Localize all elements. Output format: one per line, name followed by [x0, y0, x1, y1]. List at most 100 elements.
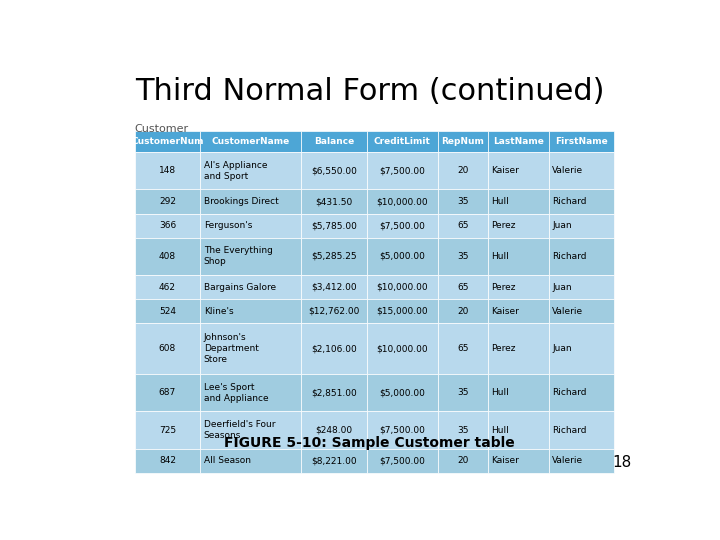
FancyBboxPatch shape	[200, 299, 301, 323]
FancyBboxPatch shape	[438, 152, 488, 190]
Text: Perez: Perez	[492, 221, 516, 230]
FancyBboxPatch shape	[438, 190, 488, 214]
Text: Al's Appliance
and Sport: Al's Appliance and Sport	[204, 161, 267, 181]
Text: 292: 292	[159, 197, 176, 206]
FancyBboxPatch shape	[367, 238, 438, 275]
Text: Richard: Richard	[552, 197, 587, 206]
Text: 35: 35	[457, 197, 469, 206]
Text: Juan: Juan	[552, 344, 572, 353]
FancyBboxPatch shape	[135, 275, 200, 299]
Text: Perez: Perez	[492, 344, 516, 353]
FancyBboxPatch shape	[200, 238, 301, 275]
FancyBboxPatch shape	[200, 275, 301, 299]
Text: Richard: Richard	[552, 252, 587, 261]
FancyBboxPatch shape	[367, 323, 438, 374]
FancyBboxPatch shape	[301, 190, 367, 214]
FancyBboxPatch shape	[135, 299, 200, 323]
Text: Kaiser: Kaiser	[492, 456, 519, 465]
Text: 148: 148	[159, 166, 176, 176]
Text: 65: 65	[457, 221, 469, 230]
Text: $15,000.00: $15,000.00	[377, 307, 428, 316]
FancyBboxPatch shape	[301, 214, 367, 238]
Text: LastName: LastName	[493, 137, 544, 146]
FancyBboxPatch shape	[438, 374, 488, 411]
Text: $5,000.00: $5,000.00	[379, 388, 426, 397]
FancyBboxPatch shape	[135, 411, 200, 449]
FancyBboxPatch shape	[549, 374, 614, 411]
FancyBboxPatch shape	[135, 323, 200, 374]
Text: $5,000.00: $5,000.00	[379, 252, 426, 261]
FancyBboxPatch shape	[367, 374, 438, 411]
FancyBboxPatch shape	[301, 374, 367, 411]
FancyBboxPatch shape	[135, 449, 200, 473]
Text: 687: 687	[159, 388, 176, 397]
FancyBboxPatch shape	[549, 411, 614, 449]
FancyBboxPatch shape	[488, 131, 549, 152]
FancyBboxPatch shape	[367, 411, 438, 449]
Text: CreditLimit: CreditLimit	[374, 137, 431, 146]
FancyBboxPatch shape	[135, 131, 200, 152]
Text: Kaiser: Kaiser	[492, 166, 519, 176]
FancyBboxPatch shape	[488, 449, 549, 473]
Text: 524: 524	[159, 307, 176, 316]
Text: 366: 366	[159, 221, 176, 230]
Text: $248.00: $248.00	[315, 426, 353, 435]
Text: Valerie: Valerie	[552, 307, 583, 316]
FancyBboxPatch shape	[549, 275, 614, 299]
Text: Hull: Hull	[492, 388, 509, 397]
FancyBboxPatch shape	[488, 374, 549, 411]
Text: $7,500.00: $7,500.00	[379, 166, 426, 176]
Text: Balance: Balance	[314, 137, 354, 146]
Text: 20: 20	[457, 307, 469, 316]
FancyBboxPatch shape	[367, 190, 438, 214]
Text: 65: 65	[457, 344, 469, 353]
Text: $10,000.00: $10,000.00	[377, 282, 428, 292]
FancyBboxPatch shape	[367, 275, 438, 299]
Text: $8,221.00: $8,221.00	[311, 456, 357, 465]
FancyBboxPatch shape	[438, 275, 488, 299]
Text: $2,106.00: $2,106.00	[311, 344, 357, 353]
FancyBboxPatch shape	[301, 131, 367, 152]
Text: Kaiser: Kaiser	[492, 307, 519, 316]
Text: 20: 20	[457, 456, 469, 465]
FancyBboxPatch shape	[200, 152, 301, 190]
Text: $7,500.00: $7,500.00	[379, 221, 426, 230]
Text: 35: 35	[457, 426, 469, 435]
FancyBboxPatch shape	[301, 323, 367, 374]
Text: Juan: Juan	[552, 221, 572, 230]
Text: 842: 842	[159, 456, 176, 465]
FancyBboxPatch shape	[549, 214, 614, 238]
Text: The Everything
Shop: The Everything Shop	[204, 246, 272, 266]
FancyBboxPatch shape	[438, 214, 488, 238]
Text: 608: 608	[159, 344, 176, 353]
FancyBboxPatch shape	[367, 214, 438, 238]
Text: Lee's Sport
and Appliance: Lee's Sport and Appliance	[204, 383, 269, 403]
Text: 35: 35	[457, 388, 469, 397]
FancyBboxPatch shape	[200, 323, 301, 374]
FancyBboxPatch shape	[135, 214, 200, 238]
FancyBboxPatch shape	[301, 411, 367, 449]
FancyBboxPatch shape	[200, 411, 301, 449]
Text: $7,500.00: $7,500.00	[379, 426, 426, 435]
FancyBboxPatch shape	[549, 323, 614, 374]
Text: Richard: Richard	[552, 426, 587, 435]
Text: All Season: All Season	[204, 456, 251, 465]
FancyBboxPatch shape	[549, 131, 614, 152]
FancyBboxPatch shape	[367, 299, 438, 323]
Text: Kline's: Kline's	[204, 307, 233, 316]
FancyBboxPatch shape	[301, 449, 367, 473]
Text: Valerie: Valerie	[552, 456, 583, 465]
Text: Hull: Hull	[492, 426, 509, 435]
FancyBboxPatch shape	[438, 323, 488, 374]
Text: $3,412.00: $3,412.00	[311, 282, 357, 292]
Text: Customer: Customer	[135, 124, 189, 134]
Text: Perez: Perez	[492, 282, 516, 292]
Text: 462: 462	[159, 282, 176, 292]
Text: $10,000.00: $10,000.00	[377, 344, 428, 353]
Text: CustomerNum: CustomerNum	[131, 137, 204, 146]
Text: $5,785.00: $5,785.00	[311, 221, 357, 230]
FancyBboxPatch shape	[438, 238, 488, 275]
FancyBboxPatch shape	[200, 190, 301, 214]
Text: 20: 20	[457, 166, 469, 176]
FancyBboxPatch shape	[488, 152, 549, 190]
